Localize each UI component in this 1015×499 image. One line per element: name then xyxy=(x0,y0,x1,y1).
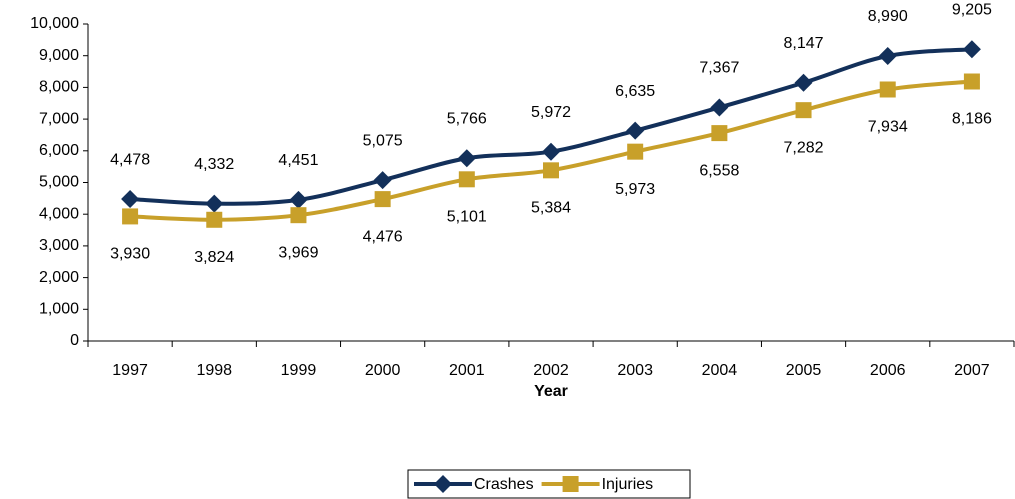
y-tick-label: 1,000 xyxy=(39,301,79,318)
data-label: 9,205 xyxy=(952,1,992,18)
data-point xyxy=(963,73,980,90)
data-point xyxy=(289,190,308,209)
data-label: 6,558 xyxy=(699,162,739,179)
data-label: 6,635 xyxy=(615,83,655,100)
legend-label: Crashes xyxy=(474,476,534,493)
x-tick-label: 1999 xyxy=(281,362,317,379)
y-tick-label: 6,000 xyxy=(39,142,79,159)
x-tick-label: 2001 xyxy=(449,362,485,379)
data-label: 8,147 xyxy=(784,35,824,52)
x-axis-title: Year xyxy=(534,383,568,400)
data-point xyxy=(962,40,981,59)
data-label: 4,476 xyxy=(363,228,403,245)
data-point xyxy=(543,162,559,179)
data-label: 5,384 xyxy=(531,200,571,217)
data-point xyxy=(373,171,392,190)
data-point xyxy=(795,102,812,119)
data-label: 8,186 xyxy=(952,111,992,128)
data-point xyxy=(458,171,475,188)
y-tick-label: 5,000 xyxy=(39,174,79,191)
data-label: 4,332 xyxy=(194,156,234,173)
data-label: 4,451 xyxy=(278,152,318,169)
x-tick-label: 2006 xyxy=(870,362,906,379)
x-tick-label: 2002 xyxy=(533,362,569,379)
y-tick-label: 4,000 xyxy=(39,205,79,222)
data-label: 5,972 xyxy=(531,104,571,121)
data-point xyxy=(710,98,729,117)
data-point xyxy=(374,191,391,208)
data-label: 5,973 xyxy=(615,181,655,198)
data-label: 7,934 xyxy=(868,119,908,136)
x-tick-label: 1998 xyxy=(196,362,232,379)
data-label: 7,367 xyxy=(699,60,739,77)
y-tick-label: 9,000 xyxy=(39,47,79,64)
x-tick-label: 2000 xyxy=(365,362,401,379)
data-label: 5,766 xyxy=(447,110,487,127)
data-point xyxy=(878,47,897,66)
y-tick-label: 10,000 xyxy=(30,15,79,32)
x-tick-label: 2007 xyxy=(954,362,990,379)
data-point xyxy=(627,143,644,160)
data-point xyxy=(626,121,645,140)
data-point xyxy=(205,194,224,213)
legend: Crashes Injuries xyxy=(407,469,691,499)
y-tick-label: 7,000 xyxy=(39,110,79,127)
y-tick-label: 0 xyxy=(70,332,79,349)
x-tick-label: 2003 xyxy=(617,362,653,379)
data-label: 3,969 xyxy=(278,244,318,261)
data-point xyxy=(206,211,223,228)
data-point xyxy=(542,142,560,161)
data-point xyxy=(121,190,140,209)
x-tick-label: 2005 xyxy=(786,362,822,379)
x-tick-label: 2004 xyxy=(702,362,738,379)
data-point xyxy=(879,81,896,98)
data-point xyxy=(711,125,728,142)
data-label: 3,930 xyxy=(110,246,150,263)
data-point xyxy=(122,208,139,225)
y-tick-label: 2,000 xyxy=(39,269,79,286)
data-label: 4,478 xyxy=(110,151,150,168)
data-label: 7,282 xyxy=(784,139,824,156)
data-label: 5,075 xyxy=(363,132,403,149)
legend-label: Injuries xyxy=(602,476,654,493)
series-line xyxy=(129,47,973,206)
legend-marker xyxy=(434,475,452,493)
data-point xyxy=(290,207,307,224)
legend-marker xyxy=(562,476,579,492)
x-tick-label: 1997 xyxy=(112,362,148,379)
y-tick-label: 3,000 xyxy=(39,237,79,254)
data-label: 5,101 xyxy=(447,209,487,226)
y-tick-label: 8,000 xyxy=(39,79,79,96)
data-label: 8,990 xyxy=(868,8,908,25)
data-point xyxy=(457,149,476,168)
data-label: 3,824 xyxy=(194,249,234,266)
data-point xyxy=(794,73,813,92)
